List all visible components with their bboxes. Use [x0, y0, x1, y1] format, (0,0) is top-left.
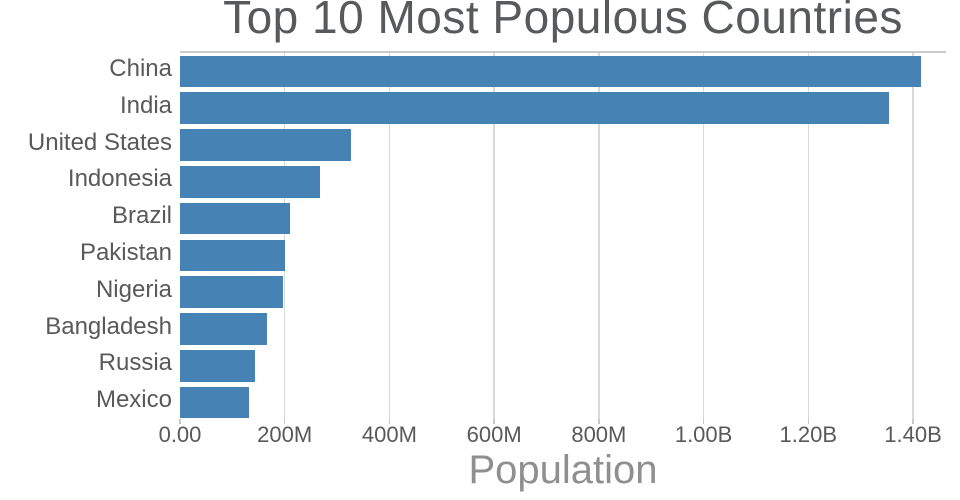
- bar: [180, 386, 249, 419]
- x-tick-label: 800M: [571, 422, 627, 447]
- y-tick-label: India: [119, 91, 172, 119]
- y-tick-label: Bangladesh: [45, 312, 172, 340]
- x-axis-title: Population: [468, 448, 658, 492]
- x-tick-label: 0.00: [158, 422, 202, 447]
- x-tick: [283, 419, 286, 424]
- y-tick-label: Nigeria: [95, 275, 172, 303]
- x-tick: [598, 419, 600, 424]
- x-tick-label: 600M: [466, 422, 522, 447]
- gridline: [283, 53, 286, 419]
- x-tick: [388, 419, 391, 424]
- bar: [180, 349, 256, 382]
- bar: [180, 313, 267, 345]
- bar: [180, 239, 286, 272]
- x-tick-label: 1.40B: [884, 422, 942, 447]
- bar: [180, 276, 283, 309]
- gridline: [912, 53, 914, 419]
- y-tick-label: United States: [27, 128, 172, 156]
- bar: [180, 129, 352, 161]
- chart-title: Top 10 Most Populous Countries: [223, 0, 903, 43]
- gridline: [807, 53, 810, 419]
- x-tick: [912, 419, 914, 424]
- gridline: [493, 53, 495, 419]
- bar: [180, 92, 889, 125]
- y-tick-label: Mexico: [95, 386, 172, 414]
- gridline: [702, 53, 705, 419]
- y-tick-label: Russia: [98, 349, 172, 377]
- gridline: [388, 53, 391, 419]
- x-tick: [702, 419, 705, 424]
- x-tick-label: 1.20B: [779, 422, 838, 447]
- bar: [180, 55, 921, 88]
- x-tick: [179, 419, 181, 424]
- bar: [180, 165, 320, 198]
- x-tick: [493, 419, 495, 424]
- y-tick-label: Pakistan: [79, 239, 172, 266]
- gridline: [598, 53, 600, 419]
- plot-area: [180, 51, 946, 419]
- x-tick-label: 400M: [361, 422, 417, 447]
- y-tick-label: Indonesia: [67, 165, 172, 193]
- x-tick: [807, 419, 810, 424]
- y-tick-label: China: [109, 55, 172, 82]
- y-tick-label: Brazil: [111, 202, 172, 230]
- x-tick-label: 1.00B: [674, 422, 733, 447]
- bar: [180, 202, 291, 235]
- x-tick-label: 200M: [257, 422, 313, 447]
